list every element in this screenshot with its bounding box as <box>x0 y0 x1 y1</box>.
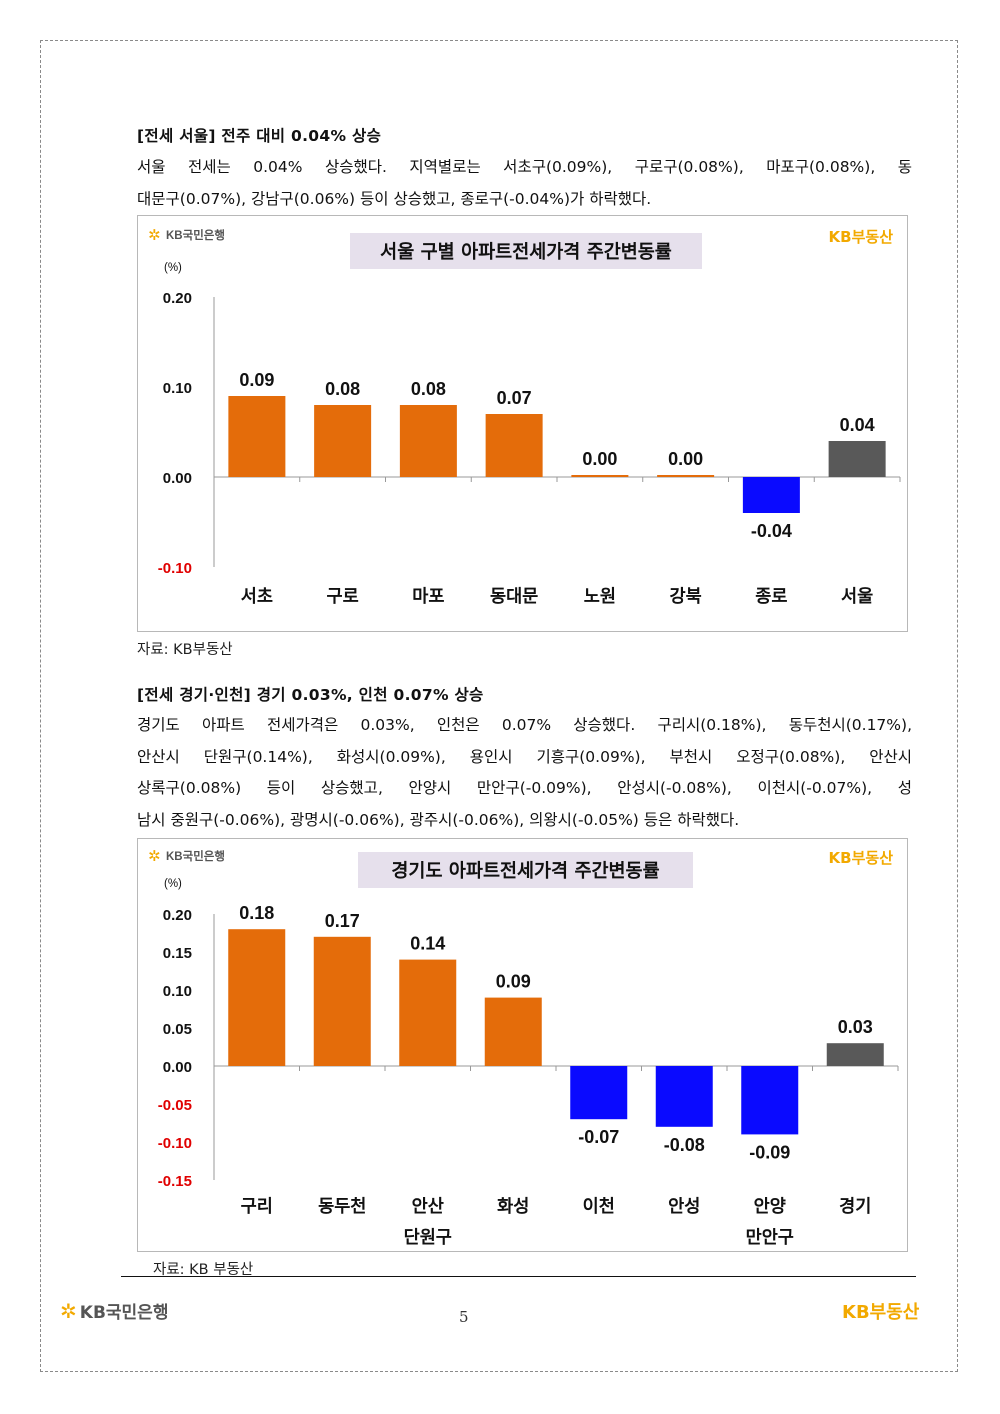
x-tick-label: 구로 <box>327 587 359 607</box>
bar <box>399 959 457 1066</box>
chart-title-background <box>350 233 702 269</box>
data-label: 0.04 <box>840 415 875 435</box>
kb-bank-logo-text: KB국민은행 <box>166 228 225 242</box>
y-tick-label: -0.10 <box>158 1135 192 1152</box>
bar <box>228 929 286 1066</box>
footer-logo-kb-bank: ✲ KB국민은행 <box>60 1298 168 1323</box>
paragraph-line: 서울 전세는 0.04% 상승했다. 지역별로는 서초구(0.09%), 구로구… <box>137 158 912 176</box>
paragraph-line: 남시 중원구(-0.06%), 광명시(-0.06%), 광주시(-0.06%)… <box>137 810 740 829</box>
paragraph-line: 대문구(0.07%), 강남구(0.06%) 등이 상승했고, 종로구(-0.0… <box>137 189 652 208</box>
x-tick-label: 안양 <box>754 1197 786 1217</box>
data-label: 0.17 <box>325 911 360 931</box>
kb-star-icon: ✲ <box>60 1299 77 1323</box>
data-label: 0.08 <box>325 379 360 399</box>
bar <box>314 405 372 477</box>
x-tick-label: 단원구 <box>404 1228 452 1248</box>
bar <box>485 414 543 477</box>
x-tick-label: 동두천 <box>318 1197 366 1217</box>
data-label: 0.09 <box>496 972 531 992</box>
x-tick-label: 동대문 <box>490 587 538 607</box>
x-tick-label: 서울 <box>841 587 873 607</box>
y-tick-label: 0.00 <box>163 1059 192 1076</box>
data-label: -0.08 <box>664 1135 705 1155</box>
y-tick-label: 0.05 <box>163 1021 192 1038</box>
x-tick-label: 안산 <box>412 1197 444 1217</box>
source-gyeonggi: 자료: KB 부동산 <box>153 1262 254 1278</box>
footer-logo-kb-realestate: KB부동산 <box>842 1302 920 1323</box>
data-label: 0.14 <box>410 934 445 954</box>
y-axis-unit-label: (%) <box>164 878 182 890</box>
y-tick-label: 0.20 <box>163 907 192 924</box>
x-tick-label: 서초 <box>241 587 273 607</box>
y-tick-label: 0.00 <box>163 470 192 487</box>
bar <box>571 475 629 477</box>
chart-title: 경기도 아파트전세가격 주간변동률 <box>391 861 659 882</box>
bar <box>657 475 715 477</box>
source-seoul: 자료: KB부동산 <box>137 642 233 658</box>
bar <box>484 997 542 1066</box>
paragraph-seoul: 서울 전세는 0.04% 상승했다. 지역별로는 서초구(0.09%), 구로구… <box>137 152 912 215</box>
chart-title: 서울 구별 아파트전세가격 주간변동률 <box>380 242 672 263</box>
data-label: 0.09 <box>239 370 274 390</box>
data-label: 0.08 <box>411 379 446 399</box>
kb-star-icon: ✲ <box>148 847 161 865</box>
footer-divider <box>121 1276 916 1277</box>
data-label: -0.04 <box>751 521 792 541</box>
bar <box>828 441 886 477</box>
y-tick-label: 0.20 <box>163 290 192 307</box>
bar <box>742 477 800 513</box>
y-axis-unit-label: (%) <box>164 262 182 274</box>
x-tick-label: 안성 <box>668 1197 700 1217</box>
bar <box>399 405 457 477</box>
kb-bank-logo-text: KB국민은행 <box>166 849 225 863</box>
paragraph-gyeonggi: 경기도 아파트 전세가격은 0.03%, 인천은 0.07% 상승했다. 구리시… <box>137 710 912 836</box>
kb-realestate-logo-text: KB부동산 <box>829 228 894 246</box>
data-label: 0.00 <box>668 449 703 469</box>
data-label: 0.00 <box>582 449 617 469</box>
data-label: -0.07 <box>578 1127 619 1147</box>
y-tick-label: 0.15 <box>163 945 192 962</box>
page-number: 5 <box>459 1308 469 1326</box>
paragraph-line: 상록구(0.08%) 등이 상승했고, 안양시 만안구(-0.09%), 안성시… <box>137 779 912 797</box>
paragraph-line: 안산시 단원구(0.14%), 화성시(0.09%), 용인시 기흥구(0.09… <box>137 747 912 766</box>
x-tick-label: 종로 <box>755 587 787 607</box>
data-label: -0.09 <box>749 1142 790 1162</box>
y-tick-label: -0.05 <box>158 1097 192 1114</box>
x-tick-label: 경기 <box>839 1197 871 1217</box>
x-tick-label: 만안구 <box>746 1228 794 1248</box>
x-tick-label: 구리 <box>241 1197 273 1217</box>
data-label: 0.18 <box>239 903 274 923</box>
x-tick-label: 이천 <box>583 1197 615 1217</box>
kb-realestate-logo-text: KB부동산 <box>829 849 894 867</box>
x-tick-label: 강북 <box>670 587 702 607</box>
y-tick-label: -0.10 <box>158 560 192 577</box>
bar <box>313 936 371 1066</box>
data-label: 0.03 <box>838 1017 873 1037</box>
section-heading-seoul: [전세 서울] 전주 대비 0.04% 상승 <box>137 127 382 145</box>
y-tick-label: 0.10 <box>163 380 192 397</box>
section-heading-gyeonggi: [전세 경기·인천] 경기 0.03%, 인천 0.07% 상승 <box>137 686 484 704</box>
paragraph-line: 경기도 아파트 전세가격은 0.03%, 인천은 0.07% 상승했다. 구리시… <box>137 716 912 734</box>
y-tick-label: -0.15 <box>158 1173 192 1190</box>
bar <box>655 1066 713 1127</box>
kb-star-icon: ✲ <box>148 226 161 244</box>
chart-title-background <box>358 852 693 888</box>
x-tick-label: 화성 <box>497 1197 529 1217</box>
y-tick-label: 0.10 <box>163 983 192 1000</box>
bar <box>826 1043 884 1066</box>
footer-logo-text: KB국민은행 <box>79 1303 169 1323</box>
x-tick-label: 노원 <box>584 587 616 607</box>
bar <box>741 1066 799 1135</box>
bar <box>570 1066 628 1120</box>
data-label: 0.07 <box>497 388 532 408</box>
page-border <box>40 40 958 1372</box>
x-tick-label: 마포 <box>412 587 444 607</box>
bar <box>228 396 286 477</box>
